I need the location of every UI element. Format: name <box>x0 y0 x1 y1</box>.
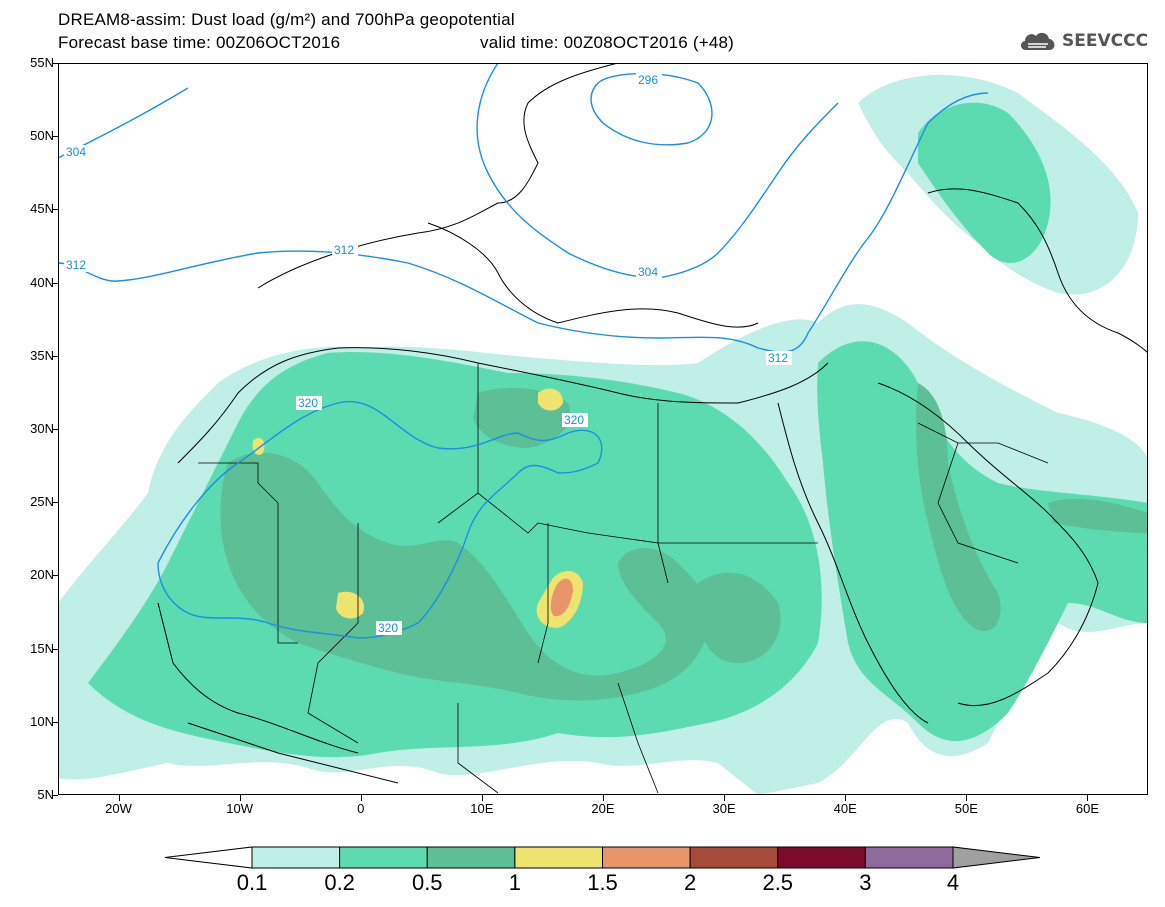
contour-label: 312 <box>66 258 86 272</box>
lat-tick-mark <box>52 209 58 211</box>
lon-tick-mark <box>845 795 847 801</box>
lat-tick-label: 25N <box>30 494 54 510</box>
lat-tick-label: 45N <box>30 201 54 217</box>
lon-tick-mark <box>360 795 362 801</box>
forecast-base-time: Forecast base time: 00Z06OCT2016 <box>58 33 341 52</box>
colorbar-label: 1.5 <box>587 870 618 895</box>
lat-tick-label: 50N <box>30 128 54 144</box>
colorbar-swatch <box>514 846 603 869</box>
lon-tick-mark <box>481 795 483 801</box>
colorbar-label: 2.5 <box>762 870 794 895</box>
contour-label: 320 <box>564 413 584 427</box>
lon-tick-label: 40E <box>833 801 857 816</box>
colorbar-label: 0.2 <box>324 870 355 895</box>
lat-tick-mark <box>52 136 58 138</box>
colorbar-swatch <box>251 846 341 869</box>
lat-tick-label: 20N <box>30 567 54 583</box>
colorbar-swatch <box>602 846 691 869</box>
colorbar-label: 4 <box>946 870 960 895</box>
colorbar-swatch <box>339 846 428 869</box>
lat-tick-label: 10N <box>30 713 54 729</box>
lon-tick-mark <box>724 795 726 801</box>
lat-tick-label: 40N <box>30 274 54 290</box>
lon-tick-label: 50E <box>954 801 978 816</box>
contour-labels: 296 304 304 312 312 312 320 320 320 <box>64 73 792 635</box>
lat-tick-mark <box>52 795 58 796</box>
colorbar-label: 2 <box>684 870 697 895</box>
lon-tick-label: 0 <box>357 801 365 816</box>
contour-label: 312 <box>334 243 354 257</box>
colorbar-label: 3 <box>859 870 872 895</box>
lat-tick-mark <box>52 721 58 723</box>
lon-tick-mark <box>118 795 120 801</box>
colorbar-low-arrow <box>164 846 253 869</box>
lat-tick-label: 55N <box>30 55 54 70</box>
lon-tick-label: 10E <box>470 801 494 816</box>
lat-tick-mark <box>52 282 58 284</box>
lon-tick-label: 20W <box>105 801 132 816</box>
colorbar-swatch <box>777 846 866 869</box>
lon-tick-label: 30E <box>712 801 736 816</box>
contour-label: 312 <box>768 351 788 365</box>
coastlines <box>157 63 1148 784</box>
lat-tick-mark <box>52 63 58 64</box>
cloud-icon <box>1020 32 1055 50</box>
dust-load-map: 296 304 304 312 312 312 320 320 320 <box>58 63 1148 795</box>
lat-tick-label: 15N <box>30 640 54 656</box>
lat-tick-mark <box>52 502 58 504</box>
colorbar-swatch <box>426 846 516 869</box>
lon-tick-label: 10W <box>226 801 254 816</box>
colorbar-label: 0.1 <box>236 870 268 895</box>
contour-label: 320 <box>298 396 318 410</box>
valid-time: valid time: 00Z08OCT2016 (+48) <box>480 33 735 52</box>
lon-tick-mark <box>603 795 604 801</box>
colorbar-label: 1 <box>508 870 521 895</box>
lat-tick-mark <box>52 575 58 577</box>
lat-tick-mark <box>52 429 58 430</box>
lat-tick-label: 30N <box>30 421 54 436</box>
colorbar-label: 0.5 <box>411 870 443 895</box>
contour-label: 320 <box>378 621 398 635</box>
dust-field-1.5 <box>550 578 573 617</box>
lon-tick-mark <box>966 795 968 801</box>
contour-label: 304 <box>638 265 658 279</box>
lon-tick-label: 20E <box>591 801 615 816</box>
lat-tick-mark <box>52 355 58 357</box>
lon-tick-label: 60E <box>1075 801 1100 816</box>
logo-text: SEEVCCC <box>1062 31 1149 51</box>
contour-label: 296 <box>638 73 658 87</box>
map-canvas: 296 304 304 312 312 312 320 320 320 <box>58 63 1148 795</box>
colorbar-swatch <box>689 846 779 869</box>
lat-tick-mark <box>52 648 58 650</box>
colorbar-high-arrow <box>952 846 1041 869</box>
borders <box>198 363 1049 794</box>
map-title: DREAM8-assim: Dust load (g/m²) and 700hP… <box>58 10 515 29</box>
lon-tick-mark <box>1087 795 1089 801</box>
colorbar-swatch <box>864 846 954 869</box>
lat-tick-label: 35N <box>30 347 54 363</box>
seevccc-logo: SEEVCCC <box>1018 28 1148 54</box>
contour-label: 304 <box>66 145 86 159</box>
lat-tick-label: 5N <box>37 787 54 802</box>
lon-tick-mark <box>239 795 241 801</box>
